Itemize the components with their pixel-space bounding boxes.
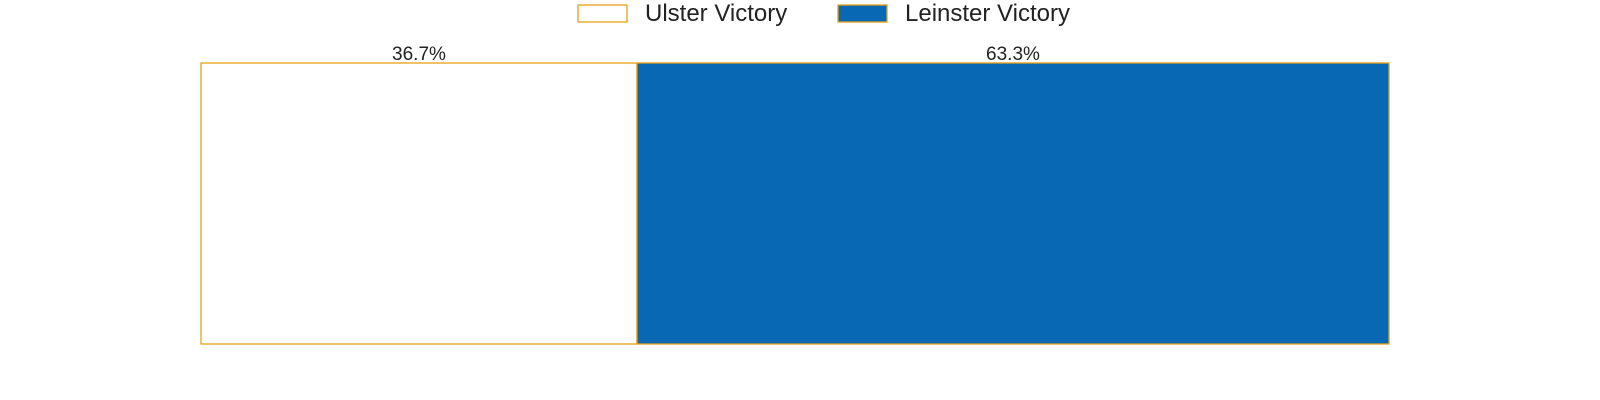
legend-swatch-ulster-victory bbox=[577, 4, 628, 23]
data-labels: 36.7% 63.3% bbox=[392, 44, 1040, 65]
bars bbox=[200, 62, 1390, 345]
legend-label-leinster-victory: Leinster Victory bbox=[905, 0, 1070, 27]
legend-label-ulster-victory: Ulster Victory bbox=[645, 0, 787, 27]
bar-leinster-victory bbox=[636, 62, 1390, 345]
bar-ulster-victory bbox=[200, 62, 638, 345]
data-label-leinster-victory: 63.3% bbox=[986, 44, 1040, 65]
legend-swatch-leinster-victory bbox=[837, 4, 888, 23]
legend: Ulster Victory Leinster Victory bbox=[577, 0, 1070, 27]
data-label-ulster-victory: 36.7% bbox=[392, 44, 446, 65]
